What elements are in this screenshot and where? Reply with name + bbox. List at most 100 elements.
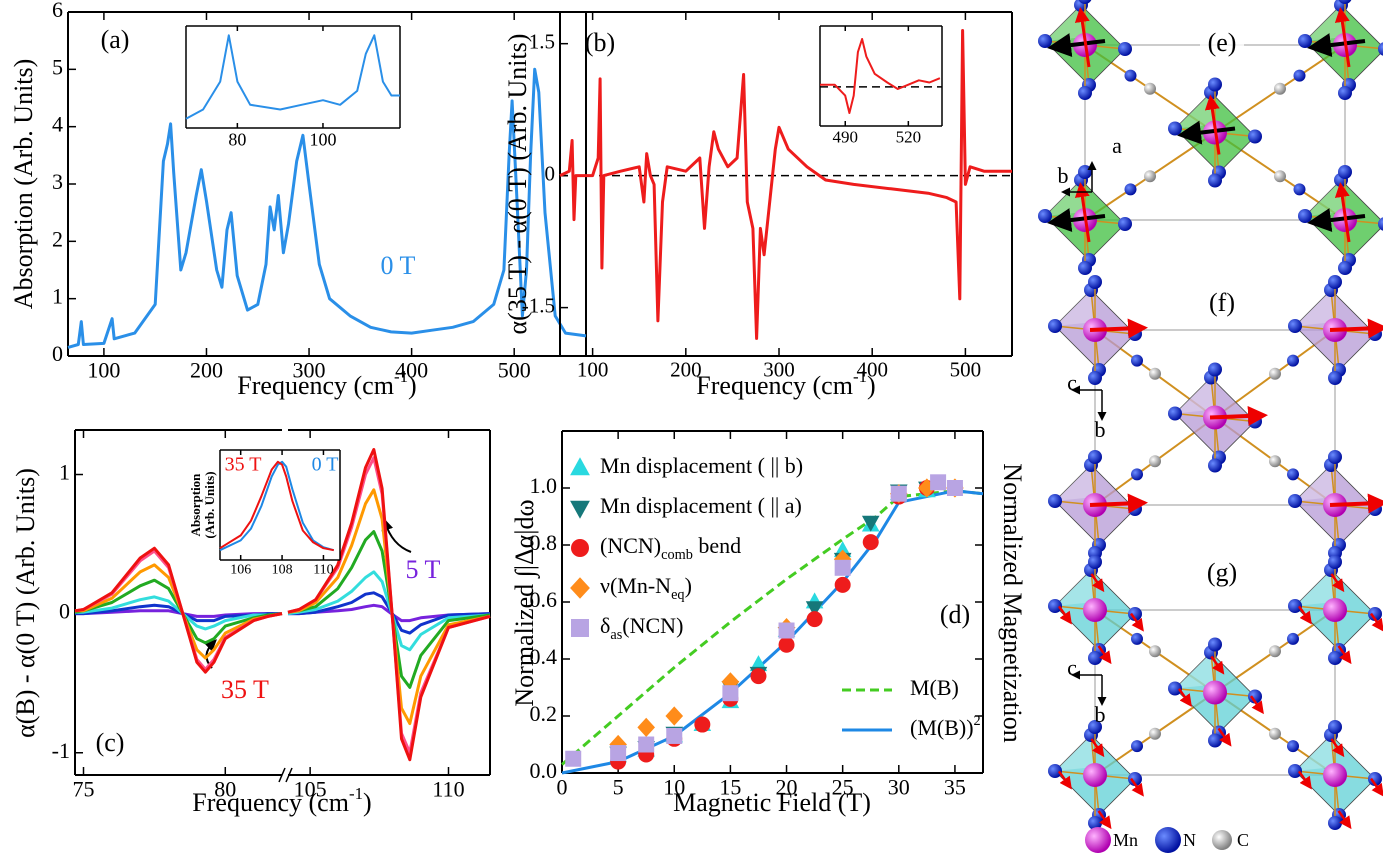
n-atom xyxy=(1287,468,1299,481)
x-tick-label: 200 xyxy=(670,358,702,382)
c-atom xyxy=(1274,82,1286,95)
n-atom xyxy=(1048,319,1062,333)
n-atom xyxy=(1048,599,1062,613)
displacement-arrow xyxy=(1210,655,1225,675)
data-line xyxy=(288,591,491,635)
x-tick-label: 100 xyxy=(87,358,120,383)
n-atom xyxy=(1293,69,1306,82)
displacement-arrow xyxy=(1217,727,1232,747)
panel-label: (g) xyxy=(1207,558,1237,587)
y-tick-label: 5 xyxy=(52,54,63,79)
x-tick-label: 500 xyxy=(950,358,982,382)
n-atom xyxy=(1118,42,1132,56)
octahedron-face xyxy=(1055,570,1095,606)
displacement-arrow xyxy=(1097,645,1112,665)
label-background xyxy=(1200,30,1244,60)
data-point xyxy=(805,601,824,618)
legend-label: Mn displacement ( || b) xyxy=(600,453,803,478)
panel-label: (e) xyxy=(1208,28,1237,57)
n-atom xyxy=(1338,86,1352,100)
displacement-arrow xyxy=(1249,695,1264,715)
data-line xyxy=(287,488,491,725)
c-atom xyxy=(1144,170,1156,183)
displacement-arrow xyxy=(1337,810,1352,830)
n-atom xyxy=(1124,69,1137,82)
octahedron xyxy=(1168,637,1262,748)
label-part: ) xyxy=(867,371,876,400)
data-line xyxy=(820,38,941,114)
data-line xyxy=(219,460,334,552)
x-tick-label: 10 xyxy=(663,775,685,800)
octahedron-face xyxy=(1055,290,1095,326)
inset-background xyxy=(186,26,400,128)
label-part: Frequency (cm xyxy=(192,788,349,817)
y-tick-label: 3 xyxy=(52,169,63,194)
n-atom xyxy=(1208,458,1222,473)
y-tick-label: 1.0 xyxy=(530,473,558,498)
data-line xyxy=(74,578,283,645)
series-label: 35 T xyxy=(225,454,262,476)
n-atom xyxy=(1168,406,1182,421)
x-tick-label: 300 xyxy=(293,358,326,383)
y-tick-label: 1 xyxy=(52,284,63,309)
y-tick-label: 0.2 xyxy=(530,701,558,726)
legend-label: M(B) xyxy=(910,675,959,700)
c-atom xyxy=(1144,82,1156,95)
y-tick-label: 0.4 xyxy=(530,644,558,669)
n-atom xyxy=(1038,34,1052,48)
n-atom xyxy=(1288,319,1302,333)
data-point xyxy=(694,716,711,733)
y-tick-label: 0.6 xyxy=(530,587,558,612)
label-part: -1 xyxy=(394,367,408,386)
n-atom xyxy=(1338,261,1352,275)
x-tick-label: 110 xyxy=(313,563,333,578)
data-point xyxy=(890,485,907,502)
data-point xyxy=(861,515,880,532)
legend-marker xyxy=(571,619,589,637)
displacement-arrow xyxy=(1090,573,1105,593)
unit-cell xyxy=(1094,329,1336,506)
n-atom xyxy=(1048,494,1062,508)
spin-arrow xyxy=(1209,405,1268,426)
displacement-arrow xyxy=(1330,738,1345,758)
y-tick-label: 6 xyxy=(52,0,63,22)
n-atom xyxy=(1208,77,1222,92)
n-atom xyxy=(1088,275,1102,289)
y-tick-label: 1.5 xyxy=(529,29,555,53)
mn-atom xyxy=(1083,763,1107,787)
label-part: Frequency (cm xyxy=(237,371,394,400)
series-label: 0 T xyxy=(312,454,339,476)
n-atom xyxy=(1293,183,1306,196)
crystal-axis-label: a xyxy=(1112,133,1122,158)
label-part: ) xyxy=(363,788,372,817)
n-atom xyxy=(1378,42,1383,56)
octahedron-face xyxy=(1055,735,1095,771)
spin-arrow xyxy=(1047,33,1106,58)
legend-label: δas(NCN) xyxy=(600,613,683,643)
data-line xyxy=(287,530,491,689)
data-line xyxy=(75,595,283,631)
crystal-axis-label: c xyxy=(1067,370,1077,395)
data-point xyxy=(862,534,879,551)
x-tick-label: 80 xyxy=(214,777,236,802)
label-part: ν(Mn-N xyxy=(600,573,671,598)
n-atom xyxy=(1128,607,1142,621)
n-atom xyxy=(1128,772,1142,786)
displacement-arrow xyxy=(1369,777,1383,797)
displacement-arrow xyxy=(1204,94,1221,155)
n-atom xyxy=(1298,34,1312,48)
data-line xyxy=(561,489,984,766)
x-tick-label: 80 xyxy=(228,130,246,150)
n-atom xyxy=(1208,362,1222,377)
c-atom xyxy=(1269,455,1281,468)
n-atom xyxy=(1088,720,1102,734)
data-point xyxy=(666,727,683,744)
x-tick-label: 5 xyxy=(613,775,624,800)
label-part: ) xyxy=(685,573,692,598)
data-line xyxy=(67,67,587,349)
x-tick-label: 15 xyxy=(719,775,741,800)
n-atom xyxy=(1328,720,1342,734)
data-point xyxy=(778,636,795,653)
x-tick-label: 100 xyxy=(577,358,609,382)
displacement-arrow xyxy=(1334,182,1351,243)
